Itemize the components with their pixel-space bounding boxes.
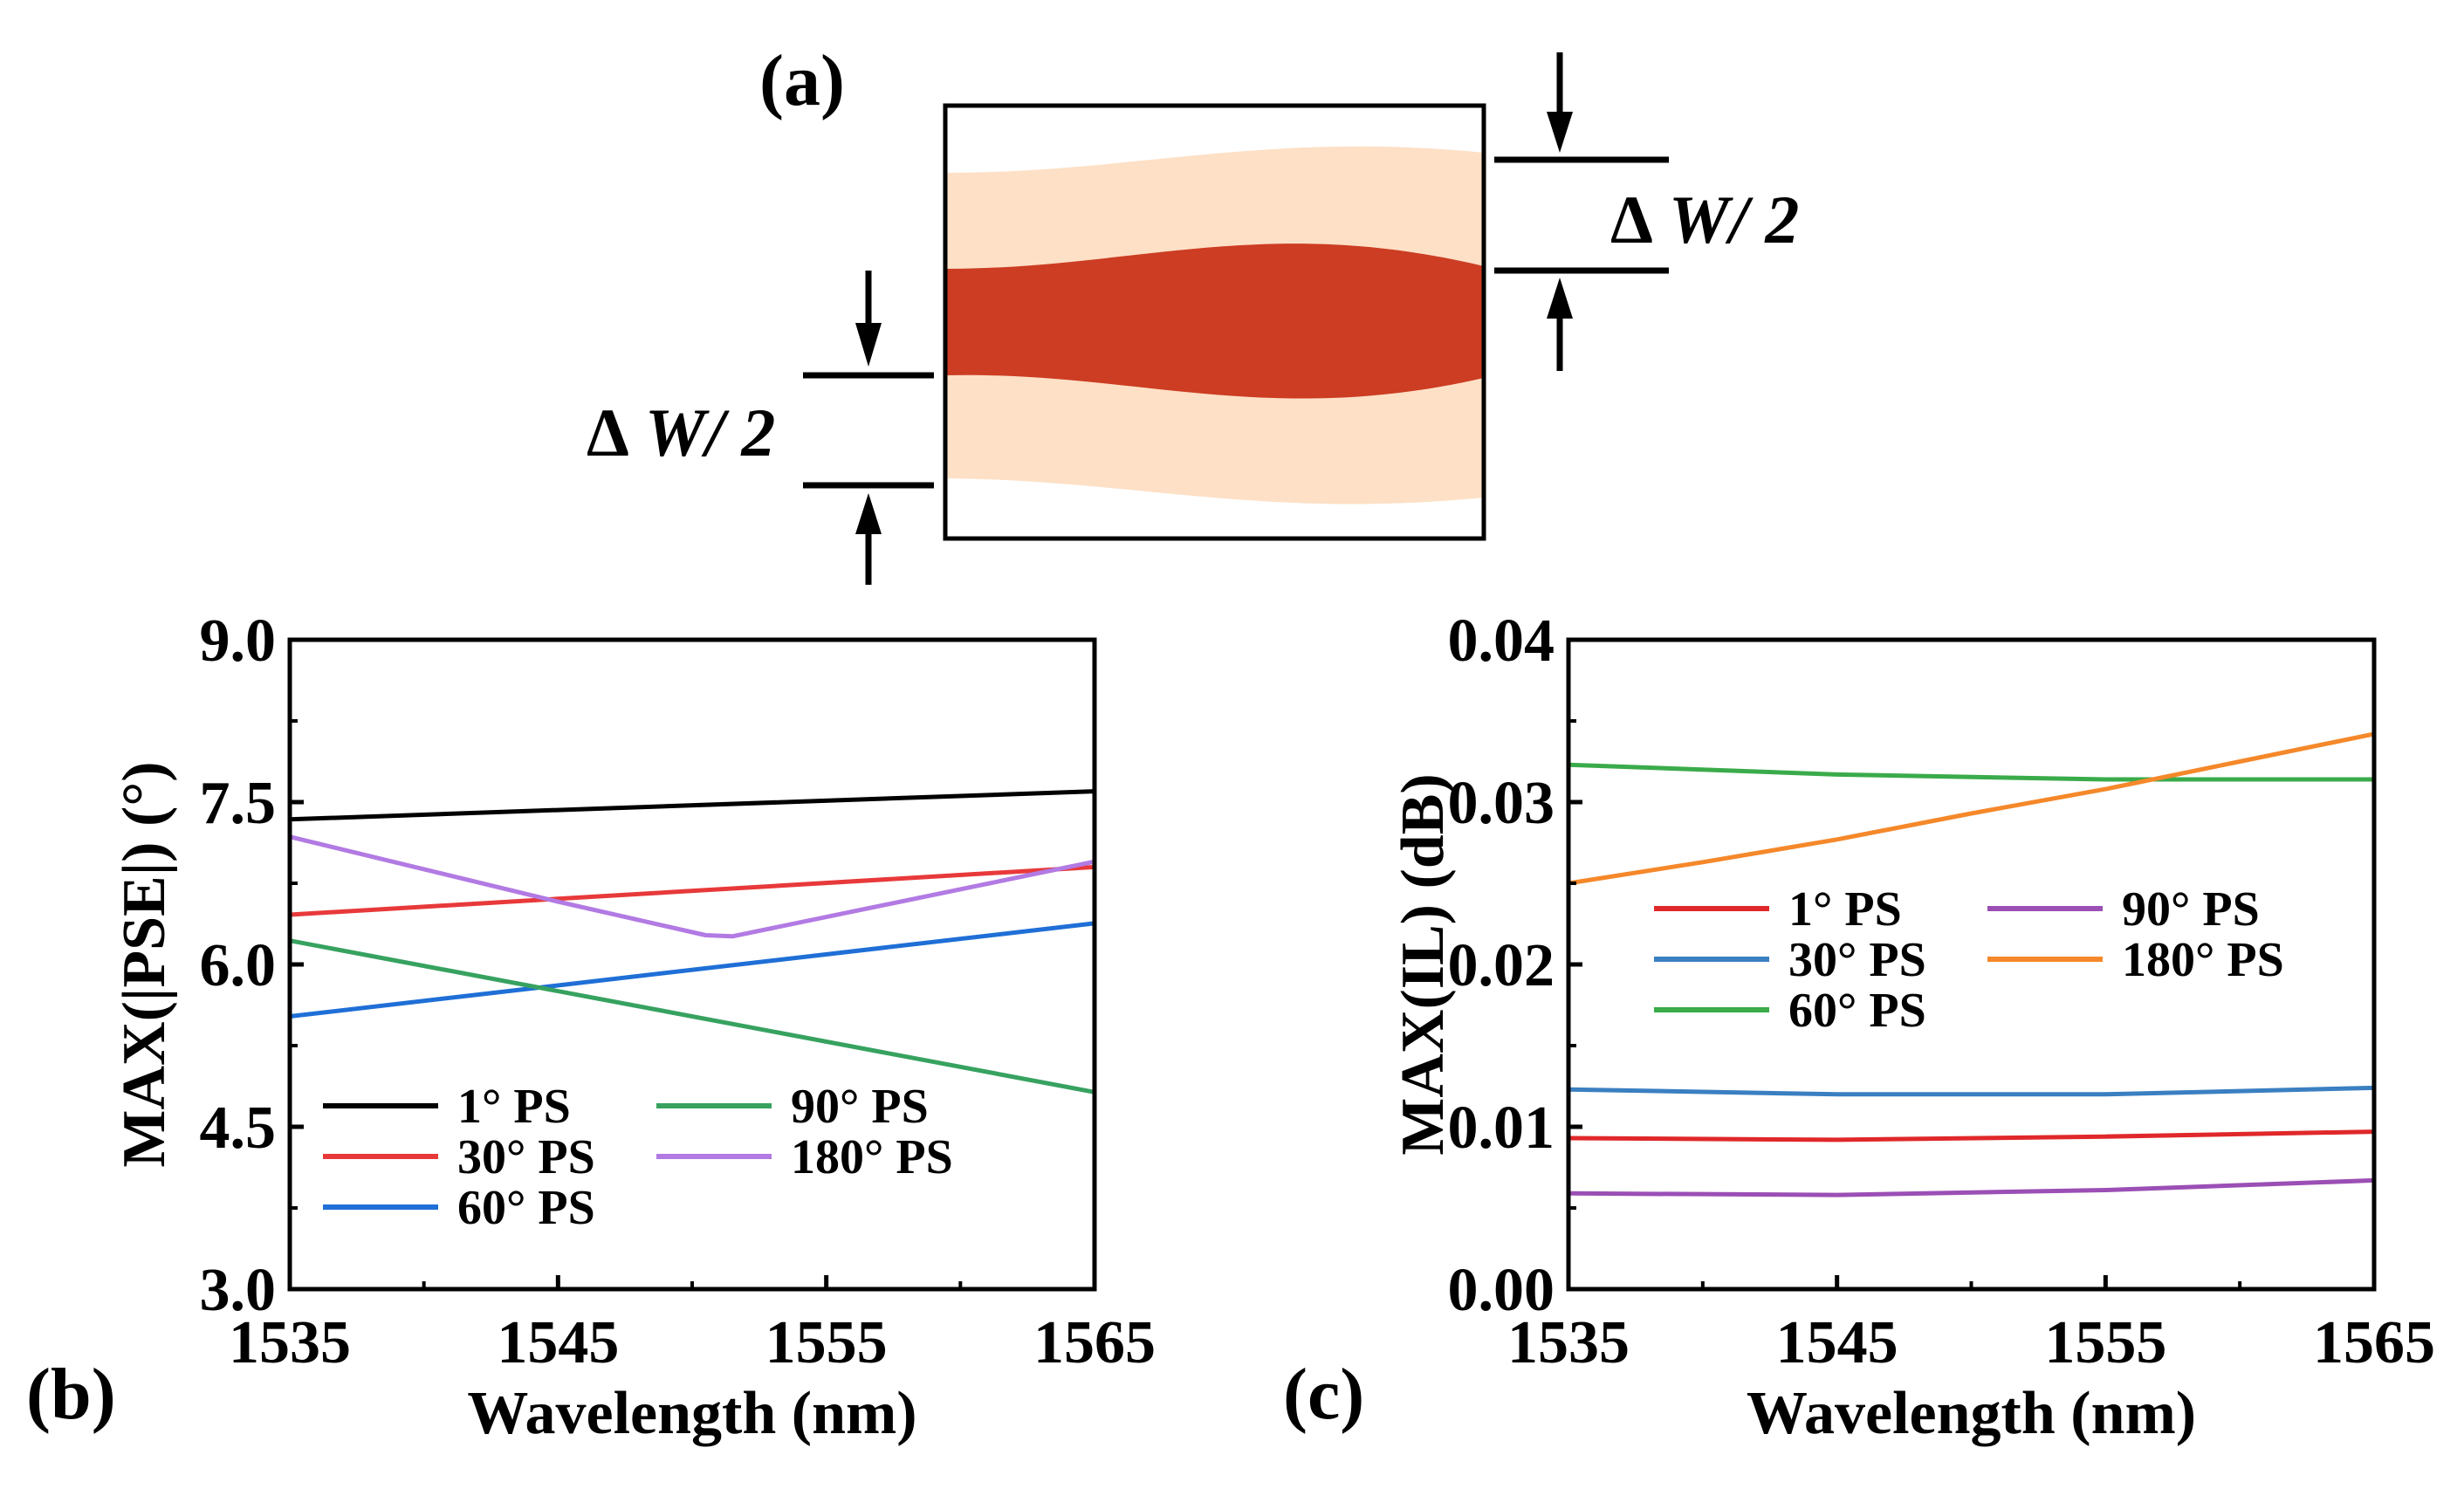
legend-item: 60° PS <box>323 1181 595 1235</box>
waveguide-frame <box>943 103 1486 541</box>
chart-b-series-line-180-ps <box>289 834 1095 939</box>
chart-b-x-axis-title: Wavelength (nm) <box>467 1380 916 1447</box>
legend-label: 1° PS <box>1788 882 1902 937</box>
legend-item: 60° PS <box>1654 984 1926 1038</box>
y-tick-label: 4.5 <box>200 1094 277 1162</box>
y-tick-label: 0.04 <box>1448 607 1555 675</box>
y-tick-label: 9.0 <box>200 607 277 675</box>
legend-item: 180° PS <box>656 1130 953 1184</box>
delta-w-text: W/ 2 <box>1669 182 1800 257</box>
legend-label: 90° PS <box>791 1080 929 1134</box>
panel-c-label: (c) <box>1283 1354 1364 1435</box>
chart-c-series-line-30-ps <box>1568 1085 2375 1097</box>
y-tick-label: 0.03 <box>1448 770 1555 837</box>
chart-c: (c) 1535 1545 1555 1565 0.00 0.01 0.02 0.03 0.04… <box>1283 607 2435 1447</box>
x-tick-label: 1545 <box>497 1309 619 1376</box>
legend-label: 30° PS <box>457 1130 595 1184</box>
legend-label: 180° PS <box>2122 933 2284 987</box>
panel-a-label: (a) <box>759 40 845 121</box>
chart-c-y-axis-title: MAX(IL) (dB) <box>1390 773 1457 1155</box>
x-tick-label: 1535 <box>1507 1309 1630 1376</box>
chart-b-series-line-1-ps <box>289 789 1095 822</box>
legend-item: 30° PS <box>323 1130 595 1184</box>
legend-item: 30° PS <box>1654 933 1926 987</box>
legend-label: 90° PS <box>2122 882 2260 937</box>
chart-c-series-line-90-ps <box>1568 1177 2375 1197</box>
y-tick-label: 7.5 <box>200 770 277 837</box>
legend-label: 1° PS <box>457 1080 571 1134</box>
x-tick-label: 1555 <box>765 1309 888 1376</box>
chart-b-ticks: 1535 1545 1555 1565 3.0 4.5 6.0 7.5 9.0 <box>200 607 1157 1376</box>
legend-label: 60° PS <box>457 1181 595 1235</box>
chart-c-x-axis-title: Wavelength (nm) <box>1747 1380 2196 1447</box>
chart-b-series-group <box>289 789 1095 1094</box>
delta-w-text: W/ 2 <box>645 395 776 470</box>
chart-c-series-line-60-ps <box>1568 762 2374 782</box>
panel-b-label: (b) <box>26 1354 116 1435</box>
legend-label: 180° PS <box>791 1130 953 1184</box>
legend-item: 1° PS <box>323 1080 571 1134</box>
x-tick-label: 1565 <box>2313 1309 2435 1376</box>
x-tick-label: 1535 <box>229 1309 351 1376</box>
y-tick-label: 0.01 <box>1448 1094 1555 1162</box>
delta-w-bottom-annotation: Δ W/ 2 <box>587 271 934 585</box>
arrow-down-icon <box>855 323 882 367</box>
legend-item: 90° PS <box>656 1080 929 1134</box>
y-tick-label: 0.02 <box>1448 932 1555 999</box>
x-tick-label: 1555 <box>2044 1309 2166 1376</box>
arrow-down-icon <box>1547 112 1573 153</box>
delta-symbol: Δ <box>1610 182 1653 257</box>
delta-w-bottom-label: Δ W/ 2 <box>587 395 775 470</box>
arrow-up-icon <box>1547 278 1573 319</box>
chart-b-series-line-90-ps <box>289 938 1095 1094</box>
x-tick-label: 1565 <box>1033 1309 1156 1376</box>
delta-w-top-annotation: Δ W/ 2 <box>1494 52 1799 371</box>
chart-c-ticks: 1535 1545 1555 1565 0.00 0.01 0.02 0.03 0.04 <box>1448 607 2436 1376</box>
legend-label: 60° PS <box>1788 984 1926 1038</box>
chart-b-y-axis-title: MAX(|PSE|) (°) <box>111 761 178 1167</box>
chart-c-series-group <box>1568 731 2375 1197</box>
y-tick-label: 0.00 <box>1448 1257 1555 1324</box>
legend-item: 1° PS <box>1654 882 1902 937</box>
chart-c-series-line-1-ps <box>1568 1129 2375 1142</box>
panel-a: (a) Δ W/ 2 Δ W/ 2 <box>587 40 1799 585</box>
waveguide-core <box>945 244 1484 399</box>
delta-w-top-label: Δ W/ 2 <box>1610 182 1799 257</box>
chart-b: (b) 1535 1545 1555 1565 3.0 4.5 6.0 7.5 9.0 Wave… <box>26 607 1156 1447</box>
legend-label: 30° PS <box>1788 933 1926 987</box>
chart-c-series-line-180-ps <box>1568 731 2375 886</box>
chart-b-series-line-60-ps <box>289 921 1095 1019</box>
y-tick-label: 6.0 <box>200 932 277 999</box>
chart-b-series-line-30-ps <box>289 864 1095 917</box>
x-tick-label: 1545 <box>1776 1309 1898 1376</box>
legend-item: 180° PS <box>1987 933 2284 987</box>
legend-item: 90° PS <box>1987 882 2260 937</box>
arrow-up-icon <box>855 493 882 534</box>
delta-symbol: Δ <box>587 395 629 470</box>
y-tick-label: 3.0 <box>200 1257 277 1324</box>
